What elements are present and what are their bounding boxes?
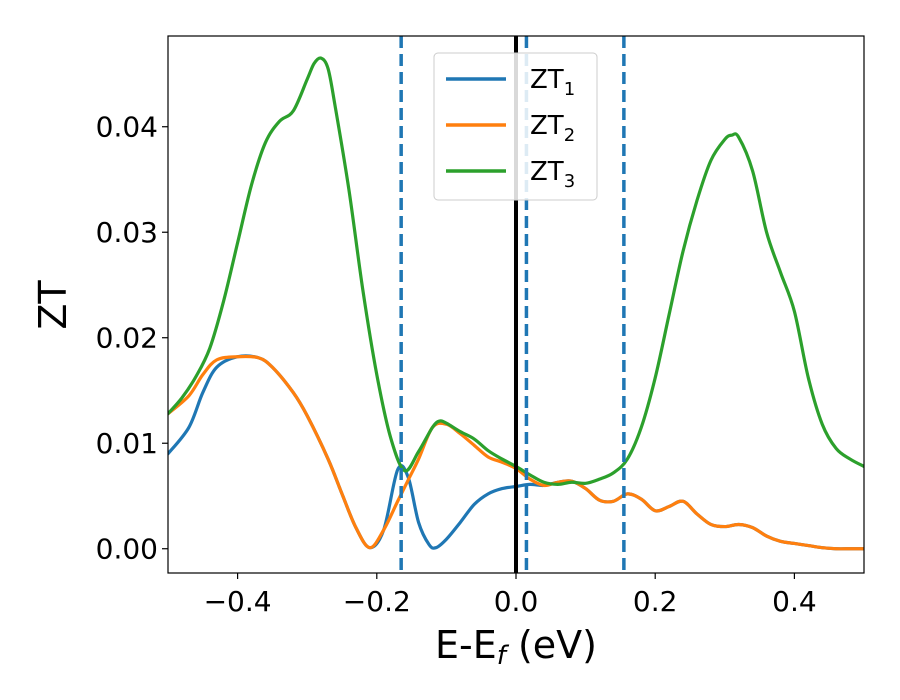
x-tick-label: 0.4	[772, 585, 817, 618]
x-tick-label: 0.2	[633, 585, 678, 618]
series-line-zt3	[168, 56, 864, 486]
legend-box	[433, 52, 598, 201]
x-tick-label: 0.0	[494, 585, 539, 618]
y-tick-label: 0.02	[96, 322, 158, 355]
legend-label-zt1: ZT1	[530, 65, 575, 100]
legend: ZT1 ZT2 ZT3	[433, 52, 598, 201]
legend-label-zt2: ZT2	[530, 111, 575, 146]
y-tick-label: 0.04	[96, 111, 158, 144]
y-axis-label: ZT	[31, 280, 75, 330]
x-tick-label: −0.4	[204, 585, 272, 618]
series-line-zt2	[168, 354, 864, 551]
ticks: −0.4 −0.2 0.0 0.2 0.4 0.00 0.01 0.02 0.03 0.04	[96, 111, 817, 618]
y-tick-label: 0.03	[96, 216, 158, 249]
x-axis-label-rest: (eV)	[506, 623, 597, 667]
y-tick-label: 0.01	[96, 427, 158, 460]
legend-label-zt3: ZT3	[530, 157, 575, 192]
x-axis-label: E-Ef (eV)	[435, 623, 597, 671]
x-axis-label-main: E-E	[435, 623, 497, 667]
x-tick-label: −0.2	[343, 585, 411, 618]
y-tick-label: 0.00	[96, 533, 158, 566]
